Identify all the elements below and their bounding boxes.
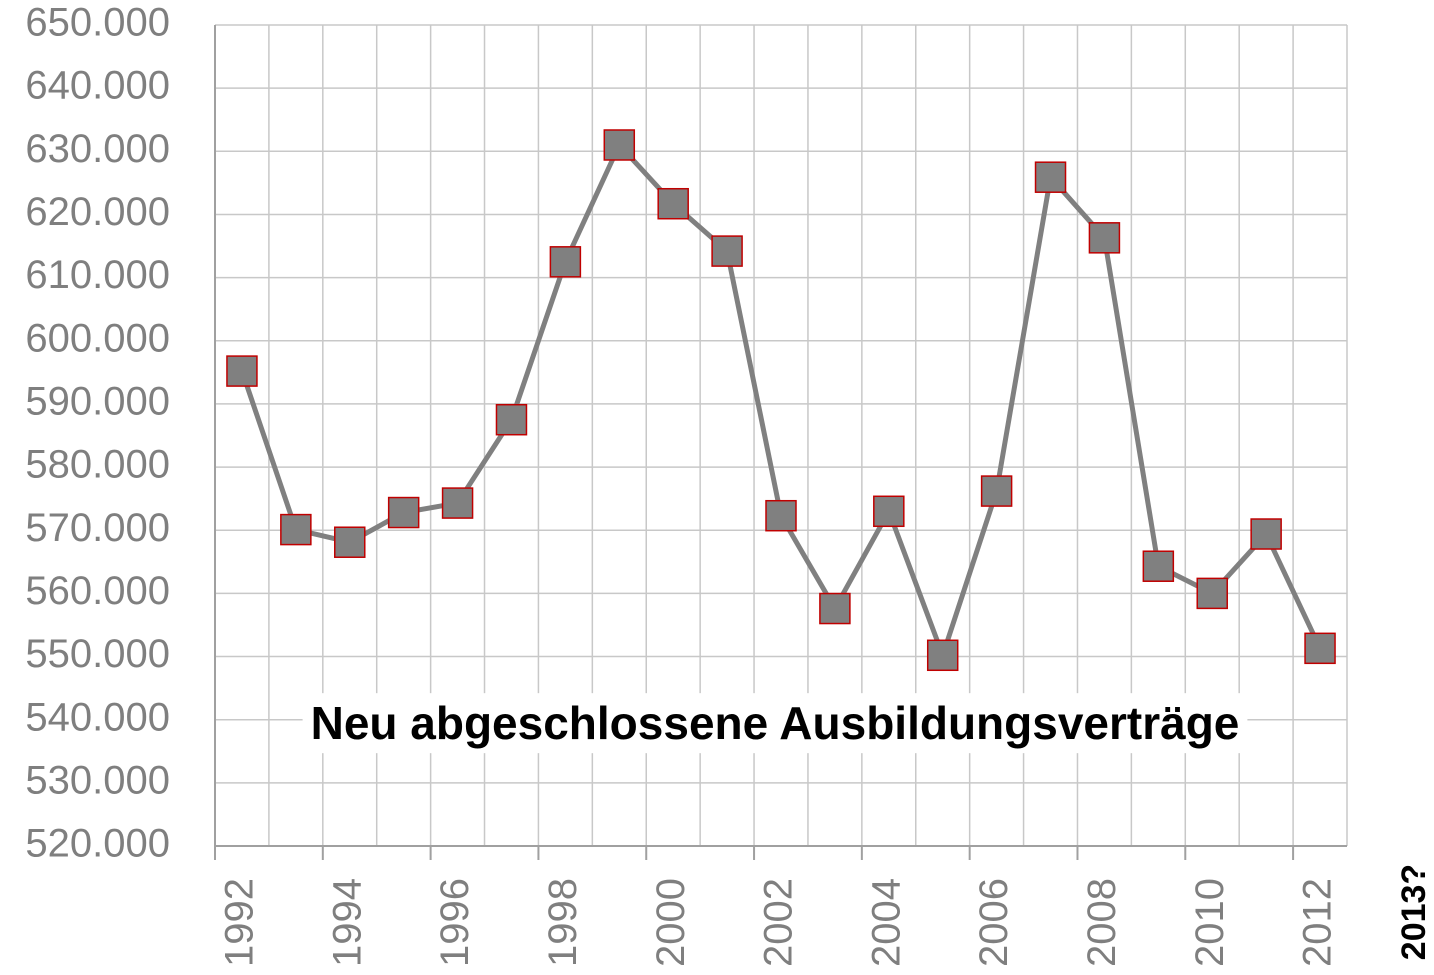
y-tick-label: 550.000	[25, 632, 170, 676]
y-tick-label: 580.000	[25, 443, 170, 487]
x-tick-label: 1992	[218, 878, 262, 967]
marker	[495, 403, 528, 436]
y-tick-label: 570.000	[25, 506, 170, 550]
marker	[226, 355, 258, 387]
y-tick-label: 640.000	[25, 64, 170, 108]
marker	[280, 513, 312, 546]
x-tick-label: 2002	[757, 878, 801, 967]
y-tick-label: 530.000	[25, 758, 170, 802]
side-annotation: 2013?	[1395, 864, 1433, 960]
marker	[1196, 577, 1228, 610]
marker	[657, 187, 689, 220]
y-tick-label: 650.000	[25, 1, 170, 45]
y-tick-label: 600.000	[25, 316, 170, 360]
x-tick-label: 2010	[1188, 878, 1232, 967]
y-tick-label: 560.000	[25, 569, 170, 613]
y-tick-label: 520.000	[25, 822, 170, 866]
marker	[926, 639, 959, 672]
marker	[1088, 222, 1121, 254]
y-tick-label: 630.000	[25, 127, 170, 171]
marker	[819, 592, 851, 625]
x-tick-label: 2000	[649, 878, 693, 967]
y-tick-label: 620.000	[25, 190, 170, 234]
marker	[980, 475, 1013, 507]
marker	[387, 496, 420, 529]
x-tick-label: 2004	[864, 878, 908, 967]
marker	[873, 495, 905, 528]
annotation-background	[302, 693, 1248, 754]
y-tick-label: 610.000	[25, 253, 170, 297]
marker	[1142, 550, 1175, 582]
y-tick-label: 590.000	[25, 379, 170, 423]
marker	[334, 526, 366, 558]
y-tick-label: 540.000	[25, 695, 170, 739]
marker	[1250, 518, 1282, 550]
marker	[1034, 161, 1067, 193]
x-tick-label: 2008	[1080, 878, 1124, 967]
marker	[765, 499, 797, 532]
marker	[549, 246, 582, 278]
x-tick-label: 1998	[541, 878, 585, 967]
x-tick-label: 2012	[1296, 878, 1340, 967]
x-tick-label: 2006	[972, 878, 1016, 967]
marker	[603, 129, 636, 161]
marker	[711, 235, 743, 267]
marker	[1304, 632, 1336, 665]
annotation: Neu abgeschlossene Ausbildungsverträge	[311, 697, 1240, 749]
marker	[441, 487, 474, 519]
x-tick-label: 1994	[325, 878, 369, 967]
x-tick-label: 1996	[433, 878, 477, 967]
